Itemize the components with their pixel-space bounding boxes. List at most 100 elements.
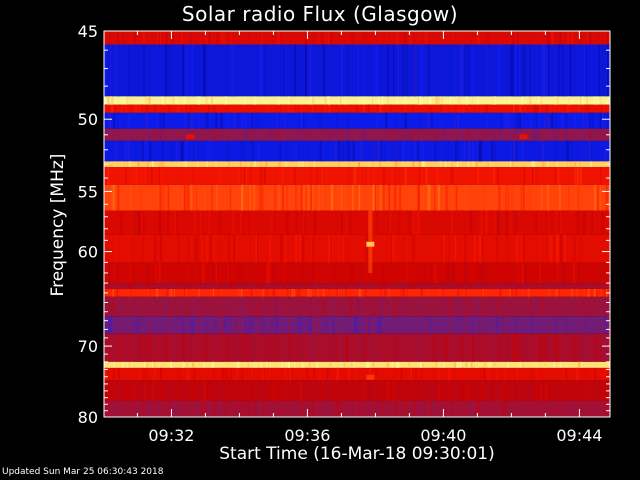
noise-streak — [298, 289, 301, 297]
noise-streak — [559, 361, 562, 368]
noise-streak — [289, 166, 292, 185]
noise-streak — [116, 262, 119, 284]
noise-streak — [262, 289, 264, 297]
noise-streak — [488, 380, 491, 401]
noise-streak — [299, 262, 301, 284]
noise-streak — [440, 104, 442, 113]
noise-streak — [536, 104, 540, 113]
noise-streak — [239, 316, 242, 334]
noise-streak — [563, 31, 565, 45]
noise-streak — [292, 104, 295, 113]
y-axis-label: Frequency [MHz] — [48, 153, 68, 297]
noise-streak — [554, 296, 557, 317]
noise-streak — [319, 140, 322, 162]
noise-streak — [168, 400, 171, 417]
noise-streak — [214, 316, 216, 334]
noise-streak — [521, 140, 524, 162]
noise-streak — [474, 210, 476, 235]
noise-streak — [233, 234, 236, 263]
noise-streak — [434, 380, 436, 401]
noise-streak — [244, 112, 247, 129]
noise-streak — [588, 128, 590, 141]
noise-streak — [384, 289, 387, 297]
noise-streak — [215, 262, 218, 284]
noise-streak — [183, 380, 185, 401]
noise-streak — [337, 96, 341, 105]
noise-streak — [508, 316, 511, 334]
noise-streak — [316, 262, 318, 284]
noise-streak — [448, 262, 451, 284]
noise-streak — [275, 380, 278, 401]
noise-streak — [481, 289, 484, 297]
noise-streak — [541, 44, 544, 97]
noise-streak — [582, 400, 585, 417]
noise-streak — [309, 289, 312, 297]
noise-streak — [254, 296, 257, 317]
noise-streak — [523, 166, 526, 185]
noise-streak — [146, 166, 149, 185]
noise-streak — [471, 44, 474, 97]
noise-streak — [270, 210, 274, 235]
noise-streak — [454, 361, 457, 368]
noise-streak — [420, 283, 423, 290]
noise-streak — [199, 210, 203, 235]
noise-streak — [170, 289, 173, 297]
spectrogram-heatmap — [104, 31, 610, 417]
noise-streak — [591, 184, 593, 211]
noise-streak — [397, 44, 399, 97]
noise-streak — [389, 104, 392, 113]
noise-streak — [604, 367, 606, 381]
noise-streak — [304, 184, 307, 211]
noise-streak — [403, 104, 406, 113]
noise-streak — [125, 104, 127, 113]
noise-streak — [187, 234, 190, 263]
noise-streak — [551, 112, 554, 129]
noise-streak — [386, 361, 389, 368]
noise-streak — [333, 400, 336, 417]
noise-streak — [453, 380, 456, 401]
noise-streak — [278, 262, 280, 284]
noise-streak — [254, 96, 256, 105]
noise-streak — [190, 112, 193, 129]
noise-streak — [314, 166, 317, 185]
noise-streak — [207, 112, 210, 129]
noise-streak — [434, 283, 437, 290]
noise-streak — [127, 140, 131, 162]
noise-streak — [491, 140, 494, 162]
noise-streak — [108, 112, 112, 129]
noise-streak — [313, 210, 317, 235]
noise-streak — [529, 44, 531, 97]
noise-streak — [483, 361, 486, 368]
noise-streak — [304, 31, 306, 45]
noise-streak — [512, 104, 515, 113]
noise-streak — [475, 361, 478, 368]
noise-streak — [607, 361, 609, 368]
noise-streak — [258, 128, 261, 141]
noise-streak — [282, 296, 285, 317]
noise-streak — [497, 380, 500, 401]
noise-streak — [418, 31, 420, 45]
noise-streak — [529, 104, 531, 113]
noise-streak — [440, 283, 443, 290]
noise-streak — [220, 31, 223, 45]
noise-streak — [454, 234, 457, 263]
noise-streak — [566, 380, 570, 401]
noise-streak — [374, 161, 377, 167]
noise-streak — [257, 140, 260, 162]
noise-streak — [128, 112, 131, 129]
noise-streak — [120, 210, 122, 235]
noise-streak — [385, 161, 388, 167]
noise-streak — [579, 166, 582, 185]
noise-streak — [418, 289, 420, 297]
noise-streak — [585, 367, 587, 381]
noise-streak — [426, 400, 430, 417]
noise-streak — [590, 283, 593, 290]
noise-streak — [312, 333, 315, 362]
noise-streak — [218, 166, 221, 185]
noise-streak — [303, 234, 305, 263]
noise-streak — [372, 140, 375, 162]
noise-streak — [279, 161, 282, 167]
noise-streak — [280, 234, 283, 263]
noise-streak — [189, 333, 191, 362]
noise-streak — [304, 283, 307, 290]
